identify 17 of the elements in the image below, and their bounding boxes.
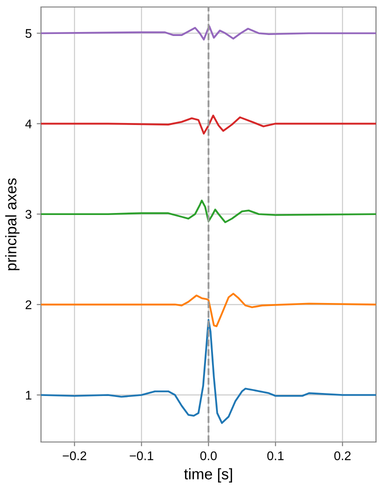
x-tick-label: 0.0 (200, 451, 217, 460)
line-series (41, 292, 376, 328)
x-tick-label: −0.1 (130, 451, 154, 460)
y-tick-label: 2 (26, 300, 32, 310)
y-tick-label: 1 (26, 390, 32, 400)
y-tick-label: 3 (26, 210, 32, 219)
x-tick-label: −0.2 (62, 451, 86, 460)
line-series (41, 200, 376, 224)
line-series (41, 25, 376, 40)
y-axis-title: principal axes (5, 178, 20, 270)
y-tick-label: 4 (25, 120, 32, 128)
x-tick-label: 0.2 (334, 451, 351, 460)
line-series (41, 319, 376, 424)
line-series (41, 114, 376, 135)
x-axis-title: time [s] (184, 468, 232, 482)
y-tick-label: 5 (26, 29, 32, 38)
x-tick-label: 0.1 (267, 451, 284, 460)
